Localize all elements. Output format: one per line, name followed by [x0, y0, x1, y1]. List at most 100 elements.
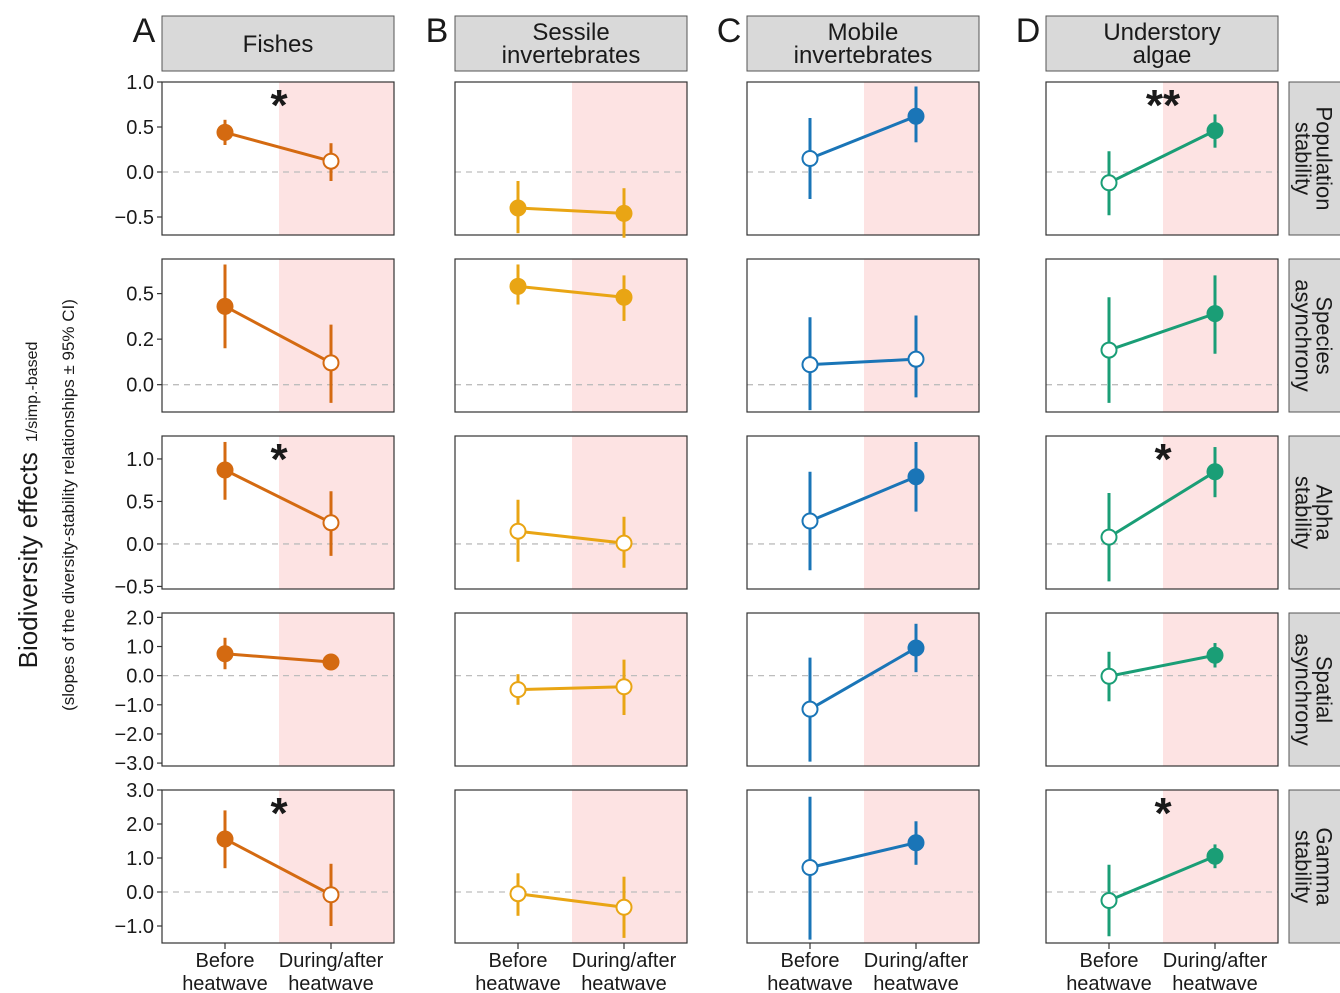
row-strip [1288, 258, 1340, 413]
point-before [509, 681, 527, 699]
point-before [216, 123, 234, 141]
y-tick-label: 0.0 [126, 666, 154, 688]
connector-line [809, 475, 917, 523]
y-tick-label: 0.2 [126, 329, 154, 351]
connector-line [809, 114, 917, 160]
row-strip-line: stability [1291, 830, 1316, 903]
connector-line [224, 837, 332, 897]
point-after [1206, 305, 1224, 323]
point-before [1100, 667, 1118, 685]
point-after [322, 152, 340, 170]
panel-frame [746, 612, 980, 767]
panel-frame [1045, 789, 1279, 944]
significance-star: * [270, 435, 288, 484]
x-tick-label: During/after [1163, 950, 1268, 972]
y-tick-label: 1.0 [126, 72, 154, 94]
connector-line [517, 892, 625, 909]
strip-label: Sessile [532, 19, 609, 46]
row-strip-line: Alpha [1312, 484, 1337, 541]
heatwave-shade [1163, 82, 1278, 235]
significance-star: * [270, 81, 288, 130]
connector-line [517, 206, 625, 215]
point-after [907, 107, 925, 125]
point-before [1100, 892, 1118, 909]
heatwave-shade [572, 259, 687, 412]
point-after [1206, 122, 1224, 140]
point-after [615, 204, 633, 222]
heatwave-shade [864, 82, 979, 235]
heatwave-shade [864, 259, 979, 412]
point-after [615, 288, 633, 306]
x-tick-label: Before [781, 950, 840, 972]
connector-line [517, 284, 625, 299]
y-tick-label: 1.0 [126, 637, 154, 659]
x-tick-label: Before [196, 950, 255, 972]
strip-label: algae [1133, 42, 1192, 69]
y-tick-label: 0.0 [126, 375, 154, 397]
panel-frame [746, 789, 980, 944]
y-axis-title-main: Biodiversity effects [13, 452, 43, 668]
connector-line [517, 685, 625, 692]
point-after [907, 834, 925, 852]
panel-frame [161, 612, 395, 767]
row-strip-label: Speciesasynchrony [1291, 279, 1337, 392]
point-after [1206, 463, 1224, 481]
y-tick-label: 1.0 [126, 848, 154, 870]
x-tick-label: Before [1080, 950, 1139, 972]
panel-frame [746, 435, 980, 590]
panel-frame [1045, 435, 1279, 590]
row-strip-line: stability [1291, 476, 1316, 549]
x-tick-label: heatwave [1066, 973, 1152, 993]
y-axis-title-subscript: 1/simp.-based [24, 342, 41, 443]
panel-frame [746, 258, 980, 413]
heatwave-shade [279, 259, 394, 412]
point-before [801, 356, 819, 374]
panel-letter: D [1016, 12, 1041, 50]
x-tick-label: heatwave [475, 973, 561, 993]
y-tick-label: −0.5 [115, 576, 154, 598]
panel-frame [454, 435, 688, 590]
point-before [801, 512, 819, 530]
y-tick-label: 0.5 [126, 491, 154, 513]
y-tick-label: −1.0 [115, 695, 154, 717]
heatwave-shade [279, 790, 394, 943]
panel-frame [454, 81, 688, 236]
heatwave-shade [1163, 613, 1278, 766]
x-tick-label: heatwave [182, 973, 268, 993]
panel-letter: A [133, 12, 156, 50]
heatwave-shade [1163, 436, 1278, 589]
significance-star: * [1154, 789, 1172, 838]
row-strip-line: asynchrony [1291, 633, 1316, 746]
point-before [801, 150, 819, 167]
x-tick-label: heatwave [581, 973, 667, 993]
point-after [615, 534, 633, 552]
point-before [509, 199, 527, 217]
panel-frame [161, 81, 395, 236]
panel-letter: B [426, 12, 449, 50]
panel-frame [161, 789, 395, 944]
strip-label: Fishes [243, 31, 314, 58]
y-tick-label: −1.0 [115, 916, 154, 938]
panel-frame [161, 435, 395, 590]
row-strip-line: Spatial [1312, 656, 1337, 723]
point-before [216, 297, 234, 315]
row-strip-line: Gamma [1312, 827, 1337, 906]
x-tick-label: heatwave [873, 973, 959, 993]
y-tick-label: 3.0 [126, 780, 154, 802]
strip-fishes [161, 15, 395, 72]
significance-star: * [270, 789, 288, 838]
point-before [509, 277, 527, 295]
connector-line [224, 652, 332, 664]
row-strip [1288, 612, 1340, 767]
connector-line [1108, 312, 1216, 352]
panel-frame [1045, 81, 1279, 236]
x-tick-label: Before [489, 950, 548, 972]
connector-line [224, 305, 332, 365]
y-tick-label: 0.5 [126, 284, 154, 306]
strip-mobile-invertebrates [746, 15, 980, 72]
panel-frame [161, 258, 395, 413]
row-strip-label: Spatialasynchrony [1291, 633, 1337, 746]
x-tick-label: During/after [864, 950, 969, 972]
strip-label: Understory [1103, 19, 1220, 46]
